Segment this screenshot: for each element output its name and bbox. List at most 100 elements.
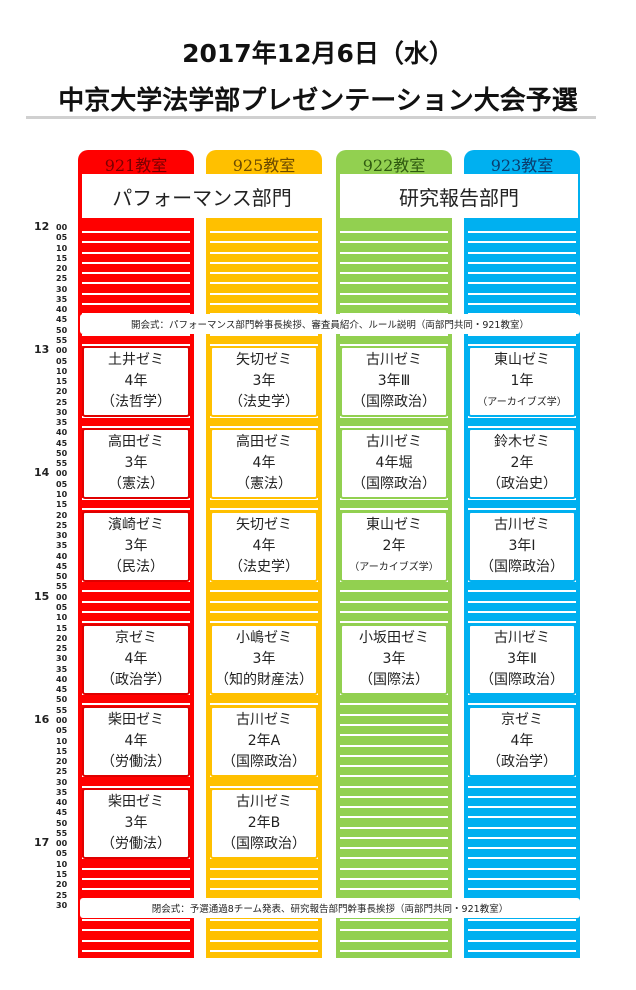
grid-stripe — [340, 508, 448, 511]
grid-stripe — [340, 713, 448, 716]
minute-label: 45 — [56, 808, 68, 818]
session-year: 3年Ⅰ — [508, 537, 536, 554]
session-name: 矢切ゼミ — [236, 352, 292, 369]
grid-stripe — [210, 703, 318, 706]
minute-label: 55 — [56, 705, 68, 715]
minute-label: 20 — [56, 633, 68, 643]
minute-label: 25 — [56, 274, 68, 284]
room-label-923: 923教室 — [490, 156, 554, 175]
grid-stripe — [82, 590, 190, 593]
minute-label: 05 — [56, 356, 68, 366]
grid-stripe — [468, 590, 576, 593]
session-card: 京ゼミ 4年 （政治学） — [82, 623, 190, 695]
minute-label: 00 — [56, 223, 68, 232]
minute-label: 30 — [56, 777, 68, 787]
hour-label: 12 — [34, 220, 50, 233]
minute-label: 25 — [56, 397, 68, 407]
grid-stripe — [82, 600, 190, 603]
grid-stripe — [468, 939, 576, 942]
session-topic: （国際政治） — [352, 394, 436, 411]
grid-stripe — [340, 590, 448, 593]
grid-stripe — [82, 333, 190, 336]
grid-stripe — [340, 610, 448, 613]
session-name: 京ゼミ — [115, 629, 157, 646]
grid-stripe — [340, 703, 448, 706]
session-name: 鈴木ゼミ — [494, 434, 550, 451]
session-year: 4年 — [124, 373, 148, 390]
session-card: 古川ゼミ 3年Ⅰ （国際政治） — [468, 510, 576, 582]
session-name: 古川ゼミ — [366, 434, 422, 451]
minute-label: 15 — [56, 746, 68, 756]
grid-stripe — [468, 878, 576, 880]
session-card: 東山ゼミ 1年 （アーカイブズ学） — [468, 346, 576, 418]
session-year: 2年A — [247, 732, 281, 749]
grid-stripe — [340, 775, 448, 778]
grid-stripe — [468, 836, 576, 839]
grid-stripe — [468, 498, 576, 501]
session-card: 古川ゼミ 2年B （国際政治） — [210, 787, 318, 859]
session-topic: （法史学） — [229, 558, 299, 575]
grid-stripe — [340, 949, 448, 952]
grid-stripe — [340, 600, 448, 603]
grid-stripe — [468, 795, 576, 798]
minute-label: 20 — [56, 264, 68, 274]
grid-stripe — [468, 508, 576, 511]
session-card: 東山ゼミ 2年 （アーカイブズ学） — [340, 510, 448, 582]
grid-stripe — [340, 867, 448, 870]
minute-label: 50 — [56, 325, 68, 335]
grid-stripe — [82, 261, 190, 264]
session-topic: （憲法） — [236, 476, 292, 493]
session-name: 土井ゼミ — [108, 352, 164, 369]
session-name: 高田ゼミ — [236, 434, 292, 451]
grid-stripe — [340, 847, 448, 850]
minute-label: 00 — [56, 839, 68, 849]
session-name: 古川ゼミ — [366, 352, 422, 369]
grid-stripe — [210, 508, 318, 511]
dept-research: 研究報告部門 — [340, 174, 578, 218]
grid-stripe — [82, 282, 190, 285]
grid-stripe — [340, 241, 448, 244]
grid-stripe — [340, 929, 448, 932]
session-name: 柴田ゼミ — [108, 793, 164, 810]
grid-stripe — [468, 343, 576, 346]
grid-stripe — [340, 231, 448, 233]
session-year: 1年 — [510, 373, 534, 390]
session-name: 矢切ゼミ — [236, 516, 292, 533]
grid-stripe — [468, 302, 576, 305]
minute-label: 40 — [56, 798, 68, 808]
grid-stripe — [82, 785, 190, 788]
minute-label: 35 — [56, 294, 68, 304]
grid-stripe — [468, 292, 576, 295]
grid-stripe — [340, 878, 448, 880]
session-topic: （国際法） — [359, 671, 429, 688]
minute-label: 35 — [56, 787, 68, 797]
minute-label: 05 — [56, 849, 68, 859]
grid-stripe — [468, 949, 576, 952]
grid-stripe — [210, 343, 318, 346]
session-topic: （政治史） — [487, 476, 557, 493]
grid-stripe — [82, 919, 190, 922]
grid-stripe — [82, 231, 190, 233]
session-name: 古川ゼミ — [236, 793, 292, 810]
minute-label: 05 — [56, 233, 68, 243]
minute-label: 10 — [56, 243, 68, 253]
grid-stripe — [468, 333, 576, 336]
minute-label: 05 — [56, 479, 68, 489]
session-topic: （法史学） — [229, 394, 299, 411]
minute-label: 00 — [56, 715, 68, 725]
grid-stripe — [468, 426, 576, 429]
session-topic: （国際政治） — [222, 753, 306, 770]
minute-label: 20 — [56, 387, 68, 397]
minute-label: 05 — [56, 602, 68, 612]
grid-stripe — [468, 610, 576, 613]
grid-stripe — [210, 878, 318, 880]
grid-stripe — [210, 426, 318, 429]
minute-label: 25 — [56, 767, 68, 777]
grid-stripe — [340, 888, 448, 891]
opening-ceremony: 開会式：パフォーマンス部門幹事長挨拶、審査員紹介、ルール説明（両部門共同・921… — [80, 314, 580, 334]
minute-label: 10 — [56, 490, 68, 500]
grid-stripe — [82, 621, 190, 624]
grid-stripe — [82, 949, 190, 952]
minute-label: 25 — [56, 520, 68, 530]
grid-stripe — [82, 610, 190, 613]
